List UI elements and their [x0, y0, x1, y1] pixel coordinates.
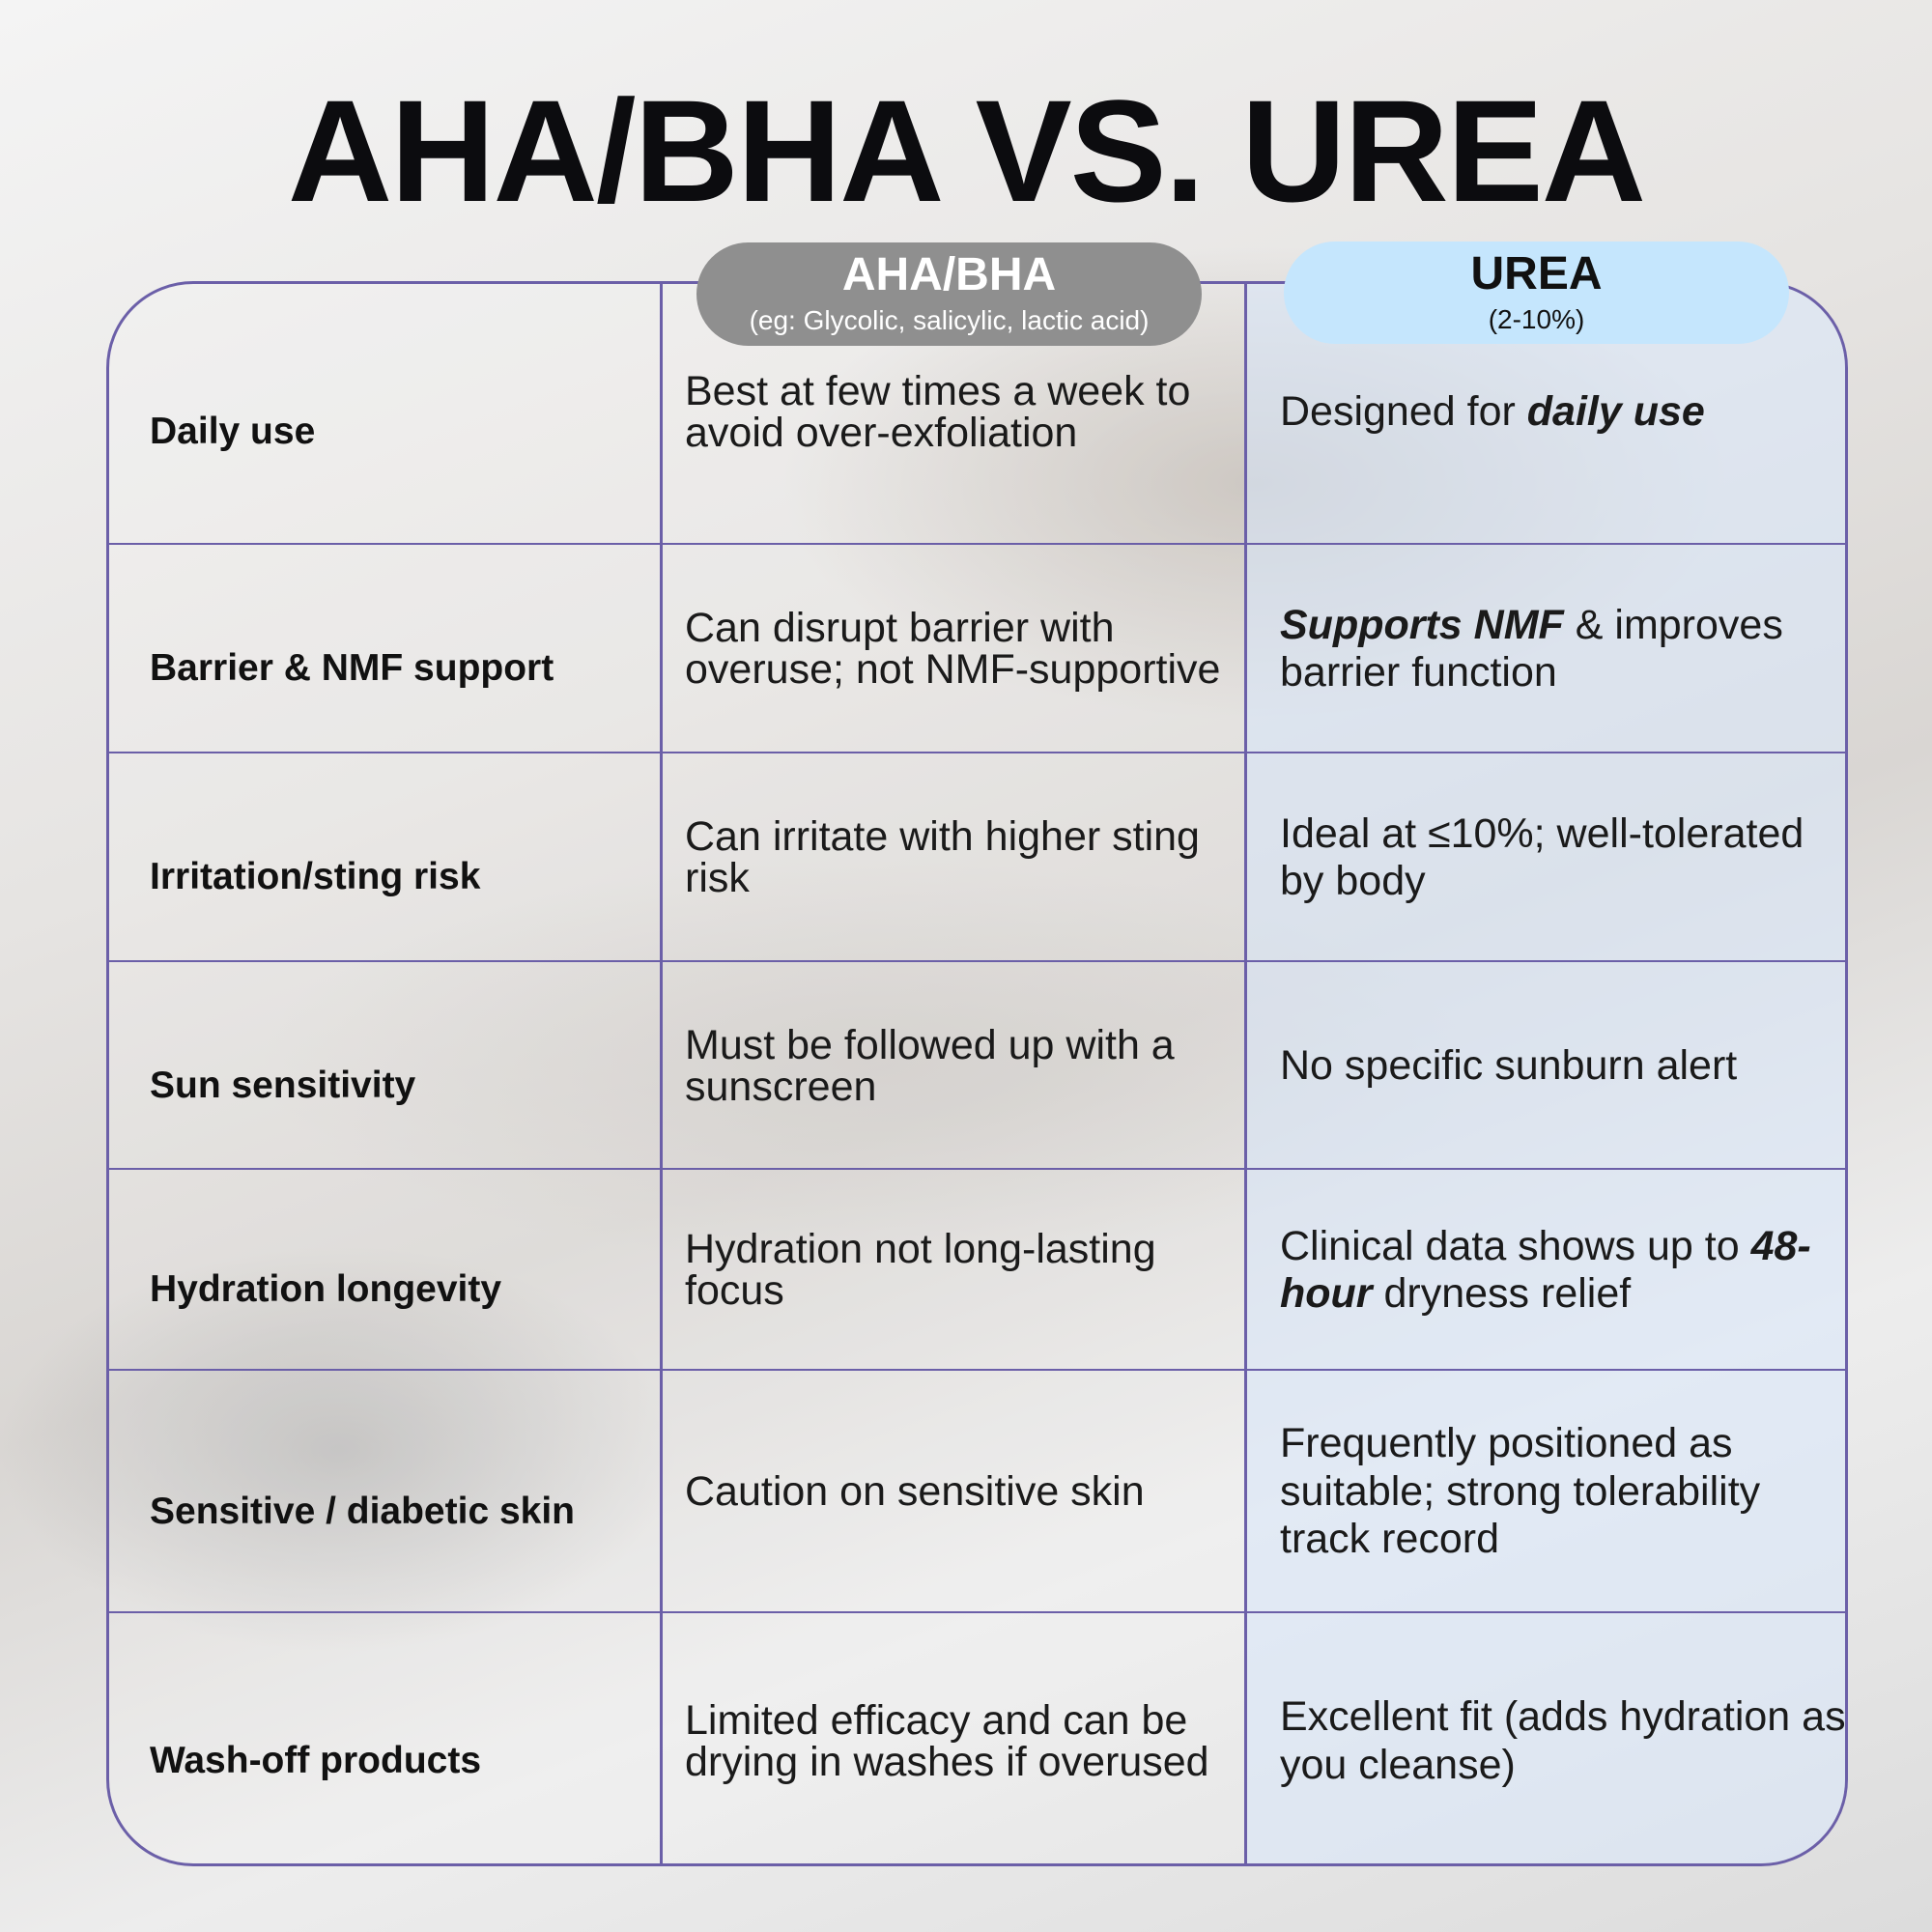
urea-subheading: (2-10%) — [1488, 304, 1585, 334]
text-segment: Clinical data shows up to — [1280, 1222, 1751, 1269]
emphasis-text: 48-hour — [1280, 1222, 1811, 1317]
text-segment: Frequently positioned as suitable; stron… — [1280, 1420, 1761, 1563]
urea-cell: Ideal at ≤10%; well-tolerated by body — [1280, 753, 1845, 962]
text-segment: Best at few times a week to avoid over-e… — [685, 368, 1191, 456]
column-divider — [1244, 284, 1247, 1863]
text-segment: No specific sunburn alert — [1280, 1041, 1738, 1089]
urea-heading: UREA — [1470, 248, 1603, 299]
row-label: Hydration longevity — [150, 1268, 502, 1310]
aha-bha-header-pill: AHA/BHA (eg: Glycolic, salicylic, lactic… — [696, 242, 1202, 346]
urea-text: Ideal at ≤10%; well-tolerated by body — [1280, 810, 1845, 906]
table-row: Hydration longevity Hydration not long-la… — [109, 1168, 1845, 1371]
aha-text: Caution on sensitive skin — [685, 1471, 1145, 1513]
row-label: Barrier & NMF support — [150, 647, 554, 689]
text-segment: Ideal at ≤10%; well-tolerated by body — [1280, 810, 1804, 904]
table-row: Irritation/sting risk Can irritate with h… — [109, 752, 1845, 962]
urea-text: Clinical data shows up to 48-hour drynes… — [1280, 1222, 1845, 1319]
text-segment: Hydration not long-lasting focus — [685, 1226, 1156, 1314]
aha-cell: Must be followed up with a sunscreen — [685, 962, 1245, 1170]
aha-bha-subheading: (eg: Glycolic, salicylic, lactic acid) — [749, 305, 1150, 335]
table-row: Wash-off products Limited efficacy and ca… — [109, 1611, 1846, 1863]
urea-text: Supports NMF & improves barrier function — [1280, 601, 1845, 697]
aha-cell: Best at few times a week to avoid over-e… — [685, 284, 1245, 543]
aha-text: Limited efficacy and can be drying in wa… — [685, 1696, 1245, 1785]
urea-cell: Excellent fit (adds hydration as you cle… — [1280, 1613, 1846, 1863]
text-segment: dryness relief — [1372, 1270, 1632, 1317]
page-title: AHA/BHA VS. UREA — [287, 70, 1646, 232]
aha-text: Must be followed up with a sunscreen — [685, 1021, 1245, 1110]
emphasis-text: Supports NMF — [1280, 601, 1564, 648]
row-label: Daily use — [150, 411, 316, 452]
text-segment: Excellent fit (adds hydration as you cle… — [1280, 1693, 1846, 1788]
row-label: Irritation/sting risk — [150, 856, 481, 897]
row-label: Sun sensitivity — [150, 1064, 416, 1106]
text-segment: Limited efficacy and can be drying in wa… — [685, 1696, 1209, 1785]
aha-bha-heading: AHA/BHA — [841, 249, 1057, 300]
urea-cell: Clinical data shows up to 48-hour drynes… — [1280, 1170, 1845, 1371]
urea-cell: No specific sunburn alert — [1280, 962, 1845, 1170]
row-label: Sensitive / diabetic skin — [150, 1490, 576, 1532]
comparison-table: Daily use Best at few times a week to avo… — [106, 281, 1848, 1866]
aha-text: Can irritate with higher sting risk — [685, 816, 1245, 899]
table-row: Sensitive / diabetic skin Caution on sens… — [109, 1369, 1845, 1613]
row-label: Wash-off products — [150, 1739, 482, 1781]
text-segment: Designed for — [1280, 388, 1527, 436]
aha-text: Can disrupt barrier with overuse; not NM… — [685, 608, 1245, 691]
text-segment: Can irritate with higher sting risk — [685, 813, 1200, 901]
urea-cell: Designed for daily use — [1280, 284, 1845, 543]
urea-column-background — [1246, 284, 1845, 1863]
emphasis-text: daily use — [1526, 388, 1705, 436]
text-segment: Can disrupt barrier with overuse; not NM… — [685, 605, 1221, 693]
aha-cell: Caution on sensitive skin — [685, 1371, 1245, 1613]
table-row: Sun sensitivity Must be followed up with … — [109, 960, 1845, 1170]
aha-text: Best at few times a week to avoid over-e… — [685, 371, 1245, 454]
urea-text: Designed for daily use — [1280, 388, 1705, 436]
urea-text: Excellent fit (adds hydration as you cle… — [1280, 1693, 1846, 1789]
urea-text: No specific sunburn alert — [1280, 1042, 1737, 1090]
text-segment: & improves barrier function — [1280, 601, 1783, 696]
urea-cell: Frequently positioned as suitable; stron… — [1280, 1371, 1845, 1613]
text-segment: Must be followed up with a sunscreen — [685, 1021, 1175, 1110]
column-divider — [660, 284, 663, 1863]
urea-text: Frequently positioned as suitable; stron… — [1280, 1420, 1845, 1563]
aha-text: Hydration not long-lasting focus — [685, 1229, 1245, 1312]
urea-cell: Supports NMF & improves barrier function — [1280, 545, 1845, 753]
urea-header-pill: UREA (2-10%) — [1284, 242, 1789, 344]
table-row: Daily use Best at few times a week to avo… — [109, 284, 1845, 543]
aha-cell: Can irritate with higher sting risk — [685, 753, 1245, 962]
aha-cell: Can disrupt barrier with overuse; not NM… — [685, 545, 1245, 753]
text-segment: Caution on sensitive skin — [685, 1468, 1145, 1515]
aha-cell: Limited efficacy and can be drying in wa… — [685, 1613, 1245, 1863]
table-row: Barrier & NMF support Can disrupt barrier… — [109, 543, 1845, 753]
aha-cell: Hydration not long-lasting focus — [685, 1170, 1245, 1371]
